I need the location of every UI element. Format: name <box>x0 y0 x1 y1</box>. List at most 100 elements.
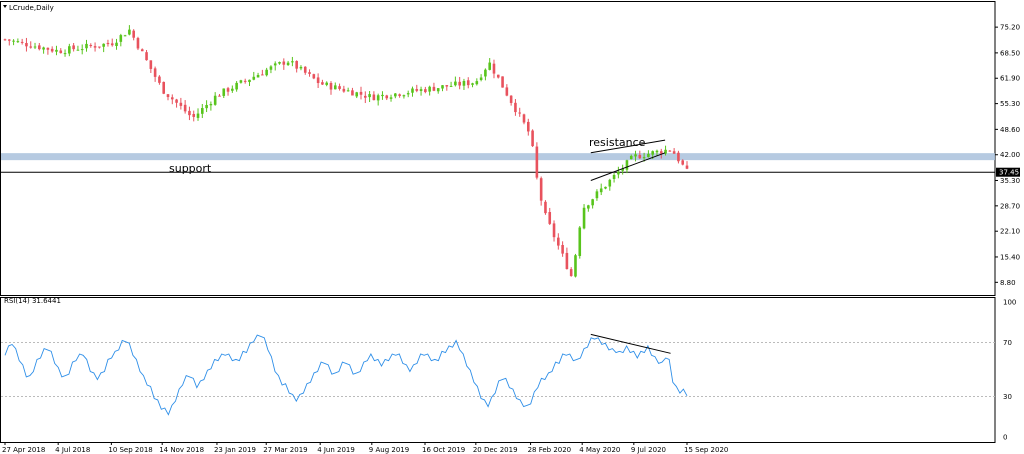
candle-body <box>548 212 552 224</box>
price-tick-label: 48.60 <box>1000 126 1020 134</box>
candle-body <box>424 89 427 93</box>
rsi-title: RSI(14) 31.6441 <box>4 297 61 305</box>
x-tick-label: 20 Dec 2019 <box>473 446 518 454</box>
candle-body <box>59 50 63 54</box>
candle-body <box>140 49 144 52</box>
candle-body <box>381 94 384 97</box>
candle-body <box>376 95 380 101</box>
candle-body <box>569 269 573 276</box>
candle-body <box>415 89 419 91</box>
candle-body <box>46 47 50 50</box>
candle-body <box>226 88 230 92</box>
candle-body <box>329 82 333 90</box>
candle-body <box>256 74 260 78</box>
candle-body <box>38 45 41 50</box>
candle-body <box>677 152 680 162</box>
price-tick-label: 28.70 <box>1000 202 1020 210</box>
candle-body <box>196 113 200 118</box>
candle-body <box>85 43 88 49</box>
price-tick-label: 42.00 <box>1000 151 1020 159</box>
support-resistance-zone <box>1 153 995 161</box>
candle-body <box>385 95 389 99</box>
support-label: support <box>169 162 212 175</box>
candle-body <box>659 151 663 154</box>
candle-body <box>299 66 303 69</box>
candle-body <box>501 76 504 88</box>
candle-body <box>72 45 75 50</box>
candle-body <box>89 45 93 47</box>
candle-body <box>561 245 564 254</box>
candle-body <box>209 104 213 106</box>
candle-body <box>231 88 234 91</box>
candle-body <box>372 94 376 101</box>
x-axis: 27 Apr 2018 4 Jul 2018 10 Sep 2018 14 Nov 2… <box>2 442 728 454</box>
candle-body <box>308 72 311 74</box>
candle-body <box>213 95 217 105</box>
x-tick-label: 14 Nov 2018 <box>159 446 204 454</box>
x-tick-label: 23 Jan 2019 <box>214 446 256 454</box>
x-tick-label: 27 Apr 2018 <box>2 446 45 454</box>
candle-body <box>655 150 659 153</box>
x-tick-label: 4 Jul 2018 <box>55 446 90 454</box>
candle-body <box>110 43 114 46</box>
candle-body <box>492 63 496 74</box>
candle-body <box>338 86 341 89</box>
resistance-label: resistance <box>589 136 646 149</box>
candle-body <box>565 252 569 270</box>
price-tick-label: 22.10 <box>1000 228 1020 236</box>
candle-body <box>582 207 586 229</box>
candle-body <box>514 102 517 113</box>
candle-body <box>672 151 676 154</box>
candle-body <box>170 97 174 100</box>
candle-body <box>441 85 444 89</box>
candle-body <box>544 201 547 214</box>
candle-body <box>102 43 105 47</box>
candle-body <box>273 63 277 66</box>
candle-body <box>612 175 616 179</box>
collapse-triangle-icon <box>3 5 7 8</box>
rsi-tick-label: 100 <box>1003 299 1016 307</box>
candle-body <box>145 52 148 61</box>
candle-body <box>316 77 320 84</box>
candle-body <box>398 94 401 96</box>
candle-body <box>63 53 67 55</box>
candle-body <box>106 42 110 45</box>
candle-body <box>12 40 15 42</box>
rsi-tick-label: 30 <box>1003 393 1012 401</box>
candle-body <box>411 88 414 93</box>
candle-body <box>192 114 196 117</box>
price-tick-label: 68.50 <box>1000 49 1020 57</box>
candle-body <box>218 95 221 97</box>
candle-body <box>496 74 500 78</box>
candle-body <box>68 46 71 54</box>
candle-body <box>475 81 479 85</box>
candle-body <box>183 104 187 112</box>
candle-body <box>488 62 491 70</box>
rsi-divergence-trendline <box>590 333 671 354</box>
rsi-tick-label: 70 <box>1003 339 1012 347</box>
price-tick-label: 75.20 <box>1000 24 1020 32</box>
candle-body <box>479 77 483 80</box>
candle-body <box>123 35 127 37</box>
candle-body <box>625 160 629 170</box>
price-tick-label: 35.30 <box>1000 177 1020 185</box>
last-price-label: 37.45 <box>999 169 1019 177</box>
x-tick-label: 28 Feb 2020 <box>528 446 572 454</box>
candle-body <box>402 95 406 97</box>
candle-body <box>595 191 599 199</box>
candle-body <box>629 155 633 160</box>
candle-body <box>522 114 526 123</box>
candle-body <box>149 60 153 69</box>
candle-body <box>312 74 316 79</box>
candle-body <box>351 90 354 96</box>
x-tick-label: 10 Sep 2018 <box>108 446 152 454</box>
candle-body <box>406 93 410 95</box>
candle-body <box>681 160 685 165</box>
x-tick-label: 16 Oct 2019 <box>422 446 465 454</box>
price-panel: 75.20 68.50 61.90 55.30 48.60 42.00 35.30 28.70… <box>0 1 1020 296</box>
candle-body <box>454 81 457 86</box>
candle-body <box>42 47 45 50</box>
candle-body <box>248 79 251 83</box>
candle-body <box>642 157 646 159</box>
candle-body <box>115 42 118 47</box>
